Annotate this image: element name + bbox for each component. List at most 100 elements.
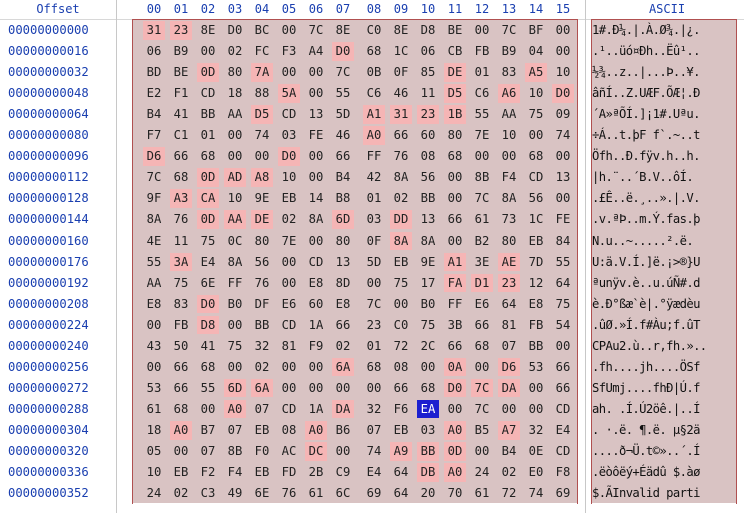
byte-cell[interactable]: 8E [393,23,409,37]
byte-cell[interactable]: C1 [173,128,189,143]
byte-cell[interactable]: 00 [528,401,544,416]
byte-cell[interactable]: A5 [525,63,547,82]
byte-cell[interactable]: 84 [555,233,571,248]
byte-cell[interactable]: 74 [366,444,382,458]
byte-cell[interactable]: 68 [366,44,382,59]
byte-cell[interactable]: 13 [335,254,351,269]
byte-cell[interactable]: D0 [552,84,574,103]
byte-cell[interactable]: 68 [366,359,382,374]
byte-cell[interactable]: 53 [146,380,162,395]
ascii-text[interactable]: .£Ê..ë.¸..».|.V. [592,191,700,206]
byte-cell[interactable]: A8 [251,168,273,187]
byte-cell[interactable]: 00 [227,317,243,332]
byte-cell[interactable]: CB [447,44,463,59]
byte-cell[interactable]: F9 [308,338,324,353]
byte-cell[interactable]: 00 [555,44,571,59]
byte-cell[interactable]: FB [173,317,189,332]
byte-cell[interactable]: BB [528,338,544,353]
byte-cell[interactable]: 75 [555,296,571,311]
byte-cell[interactable]: E8 [146,296,162,311]
byte-cell[interactable]: 0C [227,233,243,248]
ascii-text[interactable]: ....ð¬Ü.t©»..´.Í [592,444,700,458]
byte-cell[interactable]: C0 [393,317,409,332]
byte-cell[interactable]: 55 [146,254,162,269]
ascii-text[interactable]: CPAu2.ù..r,fh.».. [592,338,707,353]
byte-cell[interactable]: 0D [444,442,466,461]
byte-cell[interactable]: 74 [528,486,544,501]
byte-cell[interactable]: BB [200,107,216,122]
byte-cell[interactable]: 81 [281,338,297,353]
byte-cell[interactable]: 07 [254,401,270,416]
byte-cell[interactable]: 00 [227,359,243,374]
byte-cell[interactable]: 0D [197,63,219,82]
byte-cell[interactable]: E2 [146,86,162,101]
byte-cell[interactable]: 10 [528,86,544,101]
byte-cell[interactable]: 00 [474,149,490,164]
byte-cell[interactable]: 00 [308,86,324,101]
byte-cell[interactable]: 75 [173,275,189,290]
byte-cell[interactable]: A0 [224,399,246,419]
byte-cell[interactable]: 32 [528,422,544,437]
byte-cell[interactable]: EB [528,233,544,248]
byte-cell[interactable]: 75 [200,233,216,248]
byte-cell[interactable]: B4 [146,107,162,122]
byte-cell[interactable]: 0E [528,444,544,458]
byte-cell[interactable]: 17 [420,275,436,290]
byte-cell[interactable]: AE [498,252,520,272]
byte-cell[interactable]: 66 [447,338,463,353]
byte-cell[interactable]: FF [227,275,243,290]
byte-cell[interactable]: A3 [170,189,192,208]
byte-cell[interactable]: D0 [197,294,219,314]
byte-cell[interactable]: F0 [254,444,270,458]
byte-cell[interactable]: 02 [393,191,409,206]
byte-cell[interactable]: 7A [251,63,273,82]
byte-cell[interactable]: 66 [335,149,351,164]
byte-cell[interactable]: FC [254,44,270,59]
byte-cell[interactable]: 68 [200,359,216,374]
byte-cell[interactable]: 8A [227,254,243,269]
byte-cell[interactable]: FA [444,273,466,293]
byte-cell[interactable]: 66 [447,212,463,227]
byte-cell[interactable]: CD [308,254,324,269]
byte-cell[interactable]: 80 [227,65,243,80]
byte-cell[interactable]: AA [227,107,243,122]
byte-cell[interactable]: 66 [474,317,490,332]
byte-cell[interactable]: D6 [498,357,520,377]
byte-cell[interactable]: 00 [335,380,351,395]
byte-cell[interactable]: FF [366,149,382,164]
byte-cell[interactable]: AA [146,275,162,290]
byte-cell[interactable]: 66 [393,128,409,143]
byte-cell[interactable]: 68 [173,401,189,416]
byte-cell[interactable]: 61 [308,486,324,501]
byte-cell[interactable]: 23 [498,273,520,293]
byte-cell[interactable]: 7D [528,254,544,269]
byte-cell[interactable]: 00 [281,254,297,269]
byte-cell[interactable]: 13 [555,170,571,185]
byte-cell[interactable]: 00 [555,191,571,206]
byte-cell[interactable]: B4 [335,170,351,185]
byte-cell[interactable]: 00 [281,380,297,395]
byte-cell[interactable]: 7C [308,23,324,37]
ascii-text[interactable]: Öfh..Ð.fÿv.h..h. [592,149,700,164]
byte-cell[interactable]: 8A [501,191,517,206]
byte-cell[interactable]: E8 [335,296,351,311]
byte-cell[interactable]: BB [254,317,270,332]
ascii-text[interactable]: ½¾..z..|...Þ..¥. [592,65,700,80]
byte-cell[interactable]: 9E [254,191,270,206]
byte-cell[interactable]: 32 [254,338,270,353]
byte-cell[interactable]: 68 [200,149,216,164]
byte-cell[interactable]: 0D [197,168,219,187]
byte-cell[interactable]: 02 [281,212,297,227]
byte-cell[interactable]: B8 [335,191,351,206]
byte-cell[interactable]: 7C [335,65,351,80]
byte-cell[interactable]: 24 [474,465,490,480]
byte-cell[interactable]: 50 [173,338,189,353]
byte-cell[interactable]: CD [555,444,571,458]
byte-cell[interactable]: 03 [366,212,382,227]
byte-cell[interactable]: B6 [335,422,351,437]
byte-cell[interactable]: 8B [227,444,243,458]
byte-cell[interactable]: 66 [173,149,189,164]
byte-cell[interactable]: 7E [281,233,297,248]
byte-cell[interactable]: E6 [474,296,490,311]
byte-cell[interactable]: F8 [555,465,571,480]
